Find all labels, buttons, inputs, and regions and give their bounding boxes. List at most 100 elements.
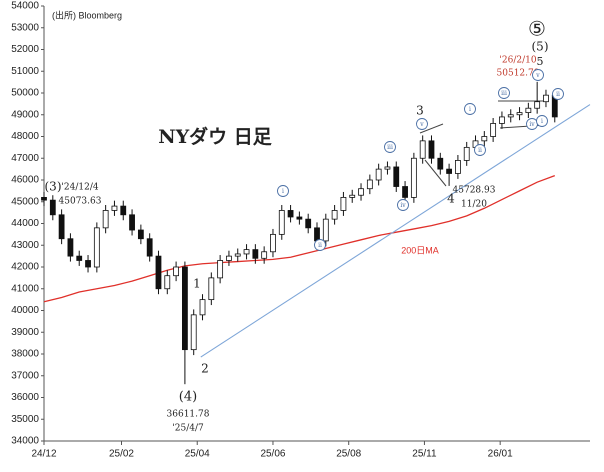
wave-circle	[416, 118, 428, 130]
chart-title: NYダウ 日足	[158, 125, 273, 148]
wave-circle	[384, 141, 396, 153]
annotation: 36611.78	[167, 410, 210, 420]
candle-body	[402, 186, 408, 198]
y-tick-label: 44000	[11, 218, 39, 229]
x-tick-label: 26/01	[488, 449, 513, 460]
candle-body	[455, 160, 461, 174]
wave-circle	[532, 69, 544, 81]
candle-body	[199, 299, 206, 316]
annotation: ⑤	[528, 17, 546, 41]
candle-body	[111, 205, 118, 211]
candle-body	[507, 114, 514, 118]
candle-body	[543, 94, 549, 103]
candle-body	[384, 166, 391, 170]
candle-body	[375, 168, 382, 181]
candle-body	[463, 146, 470, 161]
wave-label: iv	[529, 121, 535, 128]
y-tick-label: 39000	[11, 327, 39, 338]
y-tick-label: 35000	[11, 414, 39, 425]
y-tick-label: 49000	[11, 109, 39, 120]
y-tick-label: 45000	[11, 196, 39, 207]
candle-body	[129, 214, 135, 231]
annotation: (3)	[45, 180, 62, 194]
wave-circle	[277, 185, 289, 197]
candle-body	[226, 255, 232, 261]
candle-body	[58, 214, 65, 240]
x-tick-label: 25/06	[260, 449, 285, 460]
wave-circle	[474, 144, 486, 156]
candle-body	[428, 140, 435, 159]
candle-body	[525, 107, 532, 113]
candle-body	[287, 210, 294, 218]
wave-label: i	[541, 118, 543, 125]
wave-label: i	[469, 106, 471, 113]
candle-body	[234, 253, 241, 257]
candle-body	[146, 238, 153, 257]
candle-body	[76, 255, 83, 261]
candle-body	[296, 216, 303, 220]
y-tick-label: 48000	[11, 131, 39, 142]
candle-body	[208, 277, 215, 301]
candle-body	[358, 188, 364, 196]
wave-label: v	[535, 72, 540, 79]
wave-label: ii	[556, 91, 560, 98]
wave-circle	[552, 88, 564, 100]
annotation: '24/12/4	[61, 183, 98, 193]
x-tick-label: 25/04	[185, 449, 210, 460]
candle-body	[93, 227, 100, 268]
candle-body	[155, 255, 162, 290]
trend-line	[200, 104, 591, 358]
candle-body	[190, 314, 197, 351]
candle-body	[305, 218, 312, 229]
y-tick-label: 38000	[11, 349, 39, 360]
ma-label: 200日MA	[401, 245, 439, 255]
wave-circle	[397, 199, 409, 211]
candle-body	[481, 136, 488, 142]
candle-body	[164, 275, 171, 290]
candle-body	[49, 199, 56, 216]
candle-body	[278, 210, 285, 235]
y-tick-label: 47000	[11, 153, 39, 164]
annotation: 2	[201, 362, 209, 376]
candle-body	[217, 260, 224, 279]
y-tick-label: 52000	[11, 44, 39, 55]
x-tick-label: 25/08	[336, 449, 361, 460]
annotation: 1	[193, 277, 201, 291]
candle-body	[137, 229, 144, 240]
pattern-line	[424, 159, 447, 187]
x-tick-label: 25/02	[109, 449, 134, 460]
source: (出所) Bloomberg	[52, 9, 122, 20]
candle-body	[314, 227, 320, 242]
wave-circle	[314, 239, 326, 251]
annotation: 45073.63	[59, 197, 102, 207]
x-tick-label: 25/11	[412, 449, 437, 460]
wave-label: iii	[501, 90, 507, 97]
candle-body	[41, 196, 47, 201]
annotation: 50512.79	[497, 69, 540, 79]
wave-circle	[536, 115, 548, 127]
wave-circle	[464, 103, 476, 115]
candle-body	[322, 218, 329, 242]
y-tick-label: 51000	[11, 66, 39, 77]
candle-body	[252, 249, 259, 259]
wave-label: iv	[400, 202, 406, 209]
wave-label: v	[419, 121, 424, 128]
candle-body	[446, 168, 452, 174]
annotation: '25/4/7	[172, 424, 204, 434]
y-tick-label: 42000	[11, 262, 39, 273]
pattern-line	[419, 123, 444, 134]
candle-body	[173, 266, 179, 277]
candle-body	[516, 112, 523, 116]
axes: 34000 35000 36000 37000 38000 39000 40000 41000…	[11, 1, 590, 460]
candle-body	[85, 260, 91, 268]
candle-body	[331, 210, 338, 220]
ma-line	[43, 175, 555, 303]
y-tick-label: 37000	[11, 370, 39, 381]
candle-body	[419, 140, 426, 159]
wave-label: ii	[478, 147, 482, 154]
candle-body	[366, 179, 373, 190]
y-tick-label: 54000	[11, 1, 39, 12]
y-tick-label: 40000	[11, 305, 39, 316]
candle-body	[340, 196, 347, 211]
